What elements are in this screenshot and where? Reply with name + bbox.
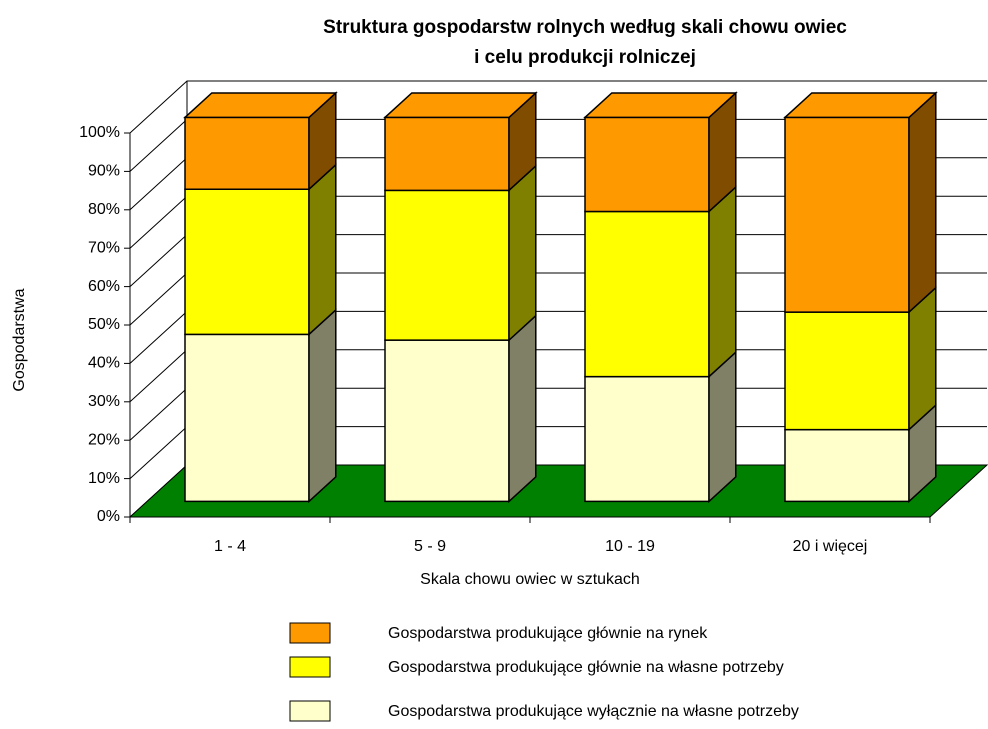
y-tick-label: 20%: [88, 431, 120, 448]
y-tick-label: 0%: [97, 508, 120, 525]
bar-side: [708, 185, 737, 379]
y-tick-label: 40%: [88, 355, 120, 372]
x-axis-label: Skala chowu owiec w sztukach: [420, 571, 640, 588]
bar-segment: [784, 428, 910, 503]
bar-side: [708, 350, 737, 504]
bar-segment: [184, 116, 310, 190]
bar-segment: [784, 311, 910, 431]
x-tick-label: 10 - 19: [605, 538, 655, 555]
bar-segment: [784, 116, 910, 313]
bar-top: [783, 92, 938, 119]
bar-segment: [184, 333, 310, 503]
grid-line: [129, 80, 987, 134]
y-tick-label: 30%: [88, 393, 120, 410]
bar-top: [583, 92, 738, 119]
legend-label: Gospodarstwa produkujące głównie na włas…: [388, 659, 784, 676]
bar-segment: [384, 189, 510, 341]
y-tick-label: 70%: [88, 239, 120, 256]
y-tick-label: 80%: [88, 201, 120, 218]
legend-swatch: [289, 656, 331, 678]
chart-title: Struktura gospodarstw rolnych według ska…: [323, 17, 847, 38]
legend-label: Gospodarstwa produkujące wyłącznie na wł…: [388, 703, 799, 720]
legend-swatch: [289, 700, 331, 722]
y-tick-label: 10%: [88, 470, 120, 487]
legend-swatch: [289, 622, 331, 644]
legend-label: Gospodarstwa produkujące głównie na ryne…: [388, 625, 708, 642]
x-tick-label: 5 - 9: [414, 538, 446, 555]
bar-top: [183, 92, 338, 119]
bar-segment: [584, 375, 710, 503]
bar-side: [908, 91, 937, 314]
bar-segment: [384, 116, 510, 192]
y-axis-label: Gospodarstwa: [11, 288, 28, 391]
bar-segment: [384, 339, 510, 503]
bar-side: [508, 164, 537, 342]
bar-segment: [584, 210, 710, 378]
y-tick-label: 100%: [79, 124, 120, 141]
bar-top: [383, 92, 538, 119]
bar-side: [508, 313, 537, 504]
y-tick-label: 60%: [88, 278, 120, 295]
x-tick-label: 20 i więcej: [793, 538, 868, 555]
x-tick-label: 1 - 4: [214, 538, 246, 555]
chart-title: i celu produkcji rolniczej: [474, 47, 696, 68]
bar-segment: [184, 188, 310, 336]
bar-segment: [584, 116, 710, 213]
bar-side: [308, 308, 337, 504]
y-tick-label: 90%: [88, 163, 120, 180]
bar-side: [308, 163, 337, 337]
y-tick-label: 50%: [88, 316, 120, 333]
